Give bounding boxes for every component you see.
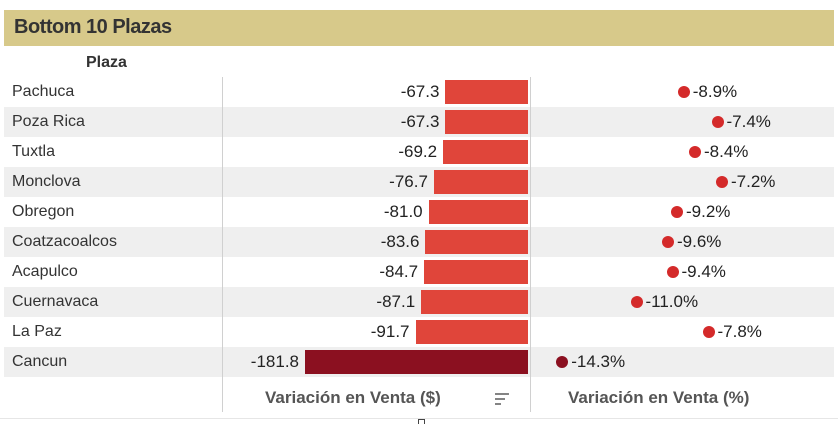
bar[interactable] — [424, 260, 528, 284]
pct-value-label: -9.2% — [686, 202, 731, 221]
bar[interactable] — [415, 320, 528, 344]
bar[interactable] — [433, 170, 528, 194]
plaza-label: Tuxtla — [12, 143, 55, 160]
chart-title: Bottom 10 Plazas — [14, 16, 172, 38]
bar-value-label: -76.7 — [389, 172, 428, 191]
table-row[interactable]: La Paz -91.7 -7.8% — [4, 317, 834, 347]
bar[interactable] — [305, 350, 528, 374]
bar-value-label: -83.6 — [380, 232, 420, 251]
plaza-label: Monclova — [12, 173, 81, 190]
pct-dot[interactable] — [630, 296, 643, 308]
table-row[interactable]: Monclova -76.7 -7.2% — [4, 167, 834, 197]
bar-value-label: -81.0 — [383, 202, 423, 221]
table-row[interactable]: Cuernavaca -87.1 -11.0% — [4, 287, 834, 317]
plaza-label: La Paz — [12, 323, 62, 340]
bottom-divider — [0, 418, 838, 419]
pct-dot[interactable] — [716, 176, 728, 188]
pct-dot[interactable] — [556, 356, 569, 368]
divider-plaza-amount — [222, 77, 223, 412]
plaza-label: Poza Rica — [12, 113, 85, 130]
plaza-label: Cancun — [12, 353, 68, 370]
table-row[interactable]: Poza Rica -67.3 -7.4% — [4, 107, 834, 137]
pct-value-label: -14.3% — [571, 352, 626, 371]
cursor-icon — [418, 419, 425, 424]
pct-value-label: -11.0% — [645, 292, 699, 311]
bar[interactable] — [443, 140, 528, 164]
pct-value-label: -9.6% — [677, 232, 722, 251]
pct-dot[interactable] — [666, 266, 679, 278]
bar-value-label: -84.7 — [379, 262, 419, 281]
plaza-label: Obregon — [12, 203, 75, 220]
bar[interactable] — [428, 200, 528, 224]
pct-dot[interactable] — [677, 86, 690, 98]
pct-dot[interactable] — [711, 116, 724, 128]
pct-value-label: -7.2% — [731, 172, 776, 191]
pct-value-label: -8.4% — [704, 142, 749, 161]
bar-value-label: -87.1 — [376, 292, 416, 311]
plaza-label: Coatzacoalcos — [12, 233, 117, 250]
bar[interactable] — [445, 110, 528, 134]
pct-axis-label[interactable]: Variación en Venta (%) — [568, 388, 750, 407]
bar-value-label: -69.2 — [398, 142, 438, 161]
divider-amount-pct — [530, 77, 531, 412]
pct-dot[interactable] — [689, 146, 701, 158]
plaza-label: Cuernavaca — [12, 293, 99, 310]
pct-value-label: -7.4% — [726, 112, 771, 131]
pct-value-label: -7.8% — [717, 322, 762, 341]
plaza-label: Pachuca — [12, 83, 75, 100]
table-row[interactable]: Tuxtla -69.2 -8.4% — [4, 137, 834, 167]
bar[interactable] — [421, 290, 528, 314]
plaza-label: Acapulco — [12, 263, 78, 280]
bar-value-label: -67.3 — [400, 112, 440, 131]
bar[interactable] — [445, 80, 528, 104]
bar[interactable] — [425, 230, 528, 254]
bar-value-label: -67.3 — [400, 82, 440, 101]
plaza-column-header[interactable]: Plaza — [86, 54, 127, 71]
table-row[interactable]: Acapulco -84.7 -9.4% — [4, 257, 834, 287]
pct-dot[interactable] — [702, 326, 715, 338]
sort-icon[interactable] — [494, 392, 510, 406]
pct-dot[interactable] — [671, 206, 683, 218]
table-row[interactable]: Obregon -81.0 -9.2% — [4, 197, 834, 227]
table-row[interactable]: Coatzacoalcos -83.6 -9.6% — [4, 227, 834, 257]
table-row[interactable]: Pachuca -67.3 -8.9% — [4, 77, 834, 107]
bar-value-label: -91.7 — [370, 322, 410, 341]
title-bar: Bottom 10 Plazas — [4, 10, 834, 46]
amount-axis-label[interactable]: Variación en Venta ($) — [265, 388, 441, 407]
pct-value-label: -9.4% — [681, 262, 726, 281]
pct-value-label: -8.9% — [692, 82, 738, 101]
table-row[interactable]: Cancun -181.8 -14.3% — [4, 347, 834, 377]
pct-dot[interactable] — [662, 236, 674, 248]
bar-value-label: -181.8 — [250, 352, 299, 371]
